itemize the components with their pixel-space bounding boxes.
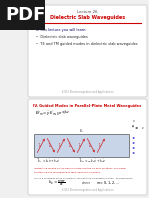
Bar (34, 134, 129, 157)
Text: where: where (82, 181, 91, 185)
Text: •  TE and TM guided modes in dielectric slab waveguides: • TE and TM guided modes in dielectric s… (36, 42, 138, 46)
Text: 6.013 Electromagnetics and Applications: 6.013 Electromagnetics and Applications (62, 188, 113, 192)
Text: $\vec{k}_+$: $\vec{k}_+$ (58, 141, 63, 150)
Text: $k_x = \dfrac{m\pi}{a}$: $k_x = \dfrac{m\pi}{a}$ (48, 178, 66, 188)
Text: $\widetilde{E}^{y}{}_{m} = \hat{y}\,\widetilde{E}_{m,0}\,e^{\pm jk_z z}$: $\widetilde{E}^{y}{}_{m} = \hat{y}\,\wid… (35, 109, 70, 119)
Text: $\vec{k}_-$: $\vec{k}_-$ (88, 141, 93, 149)
Text: This is a constraint of the assumption, we have the propagation values - its eig: This is a constraint of the assumption, … (34, 177, 133, 179)
Text: Incident TE modes on the parallel plate and the TE field solutions. For modal: Incident TE modes on the parallel plate … (34, 167, 126, 169)
Text: $\vec{k}_-$: $\vec{k}_-$ (68, 141, 73, 149)
Text: Dielectric Slab Waveguides: Dielectric Slab Waveguides (50, 14, 125, 19)
Text: $m = 0, 1, 2, \ldots$: $m = 0, 1, 2, \ldots$ (96, 180, 120, 187)
FancyBboxPatch shape (0, 0, 45, 30)
Text: z: z (142, 126, 144, 130)
Text: $\vec{k}_- = -k_x\hat{x}+k_z\hat{z}$: $\vec{k}_- = -k_x\hat{x}+k_z\hat{z}$ (79, 157, 106, 166)
Text: IV. Guided Modes in Parallel-Plate Metal Waveguides: IV. Guided Modes in Parallel-Plate Metal… (33, 104, 142, 108)
Text: In this lecture you will learn:: In this lecture you will learn: (36, 28, 87, 32)
Text: $\vec{k}_+$: $\vec{k}_+$ (98, 141, 103, 150)
Text: solutions we're propagating in time-harmonic solutions.: solutions we're propagating in time-harm… (34, 171, 101, 173)
Text: $\vec{k}_+$: $\vec{k}_+$ (78, 141, 83, 150)
Text: $E_y$: $E_y$ (79, 128, 84, 134)
Text: $\vec{k}_+ = k_x\hat{x}+k_z\hat{z}$: $\vec{k}_+ = k_x\hat{x}+k_z\hat{z}$ (37, 157, 60, 166)
FancyBboxPatch shape (28, 5, 147, 97)
Text: Lecture 26: Lecture 26 (77, 10, 98, 14)
Text: •  Dielectric slab waveguides: • Dielectric slab waveguides (36, 35, 88, 39)
Text: 6.013 Electromagnetics and Applications: 6.013 Electromagnetics and Applications (62, 90, 113, 94)
Text: PDF: PDF (5, 6, 45, 24)
Text: $\vec{k}_-$: $\vec{k}_-$ (48, 141, 53, 149)
Text: x: x (133, 119, 135, 123)
Text: $\vec{k}_+$: $\vec{k}_+$ (38, 141, 43, 150)
FancyBboxPatch shape (28, 99, 147, 195)
